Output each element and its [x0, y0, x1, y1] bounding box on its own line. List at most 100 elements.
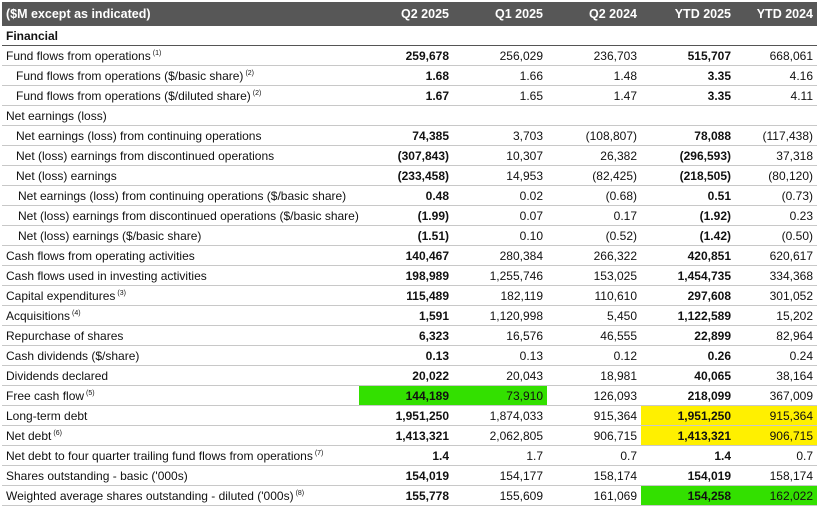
cell-q2-2024: 158,174 [547, 465, 641, 486]
row-label: Shares outstanding - basic ('000s) [2, 465, 359, 486]
cell-q2-2025: 259,678 [359, 45, 453, 66]
cell-q2-2025: 6,323 [359, 325, 453, 346]
cell-q1-2025: 1.7 [453, 445, 547, 466]
cell-ytd-2024: 0.24 [735, 345, 817, 366]
cell-ytd-2024: (0.50) [735, 225, 817, 246]
row-label: Net earnings (loss) [2, 105, 359, 126]
cell-ytd-2024: 915,364 [735, 405, 817, 426]
column-header-q1-2025: Q1 2025 [453, 2, 547, 26]
cell-q2-2025: 154,019 [359, 465, 453, 486]
cell-ytd-2024 [735, 105, 817, 126]
cell-q1-2025: 182,119 [453, 285, 547, 306]
cell-q1-2025: 256,029 [453, 45, 547, 66]
cell-q2-2024: 26,382 [547, 145, 641, 166]
row-label: Net earnings (loss) from continuing oper… [2, 185, 359, 206]
table-row: Fund flows from operations (1) 259,678 256,… [2, 45, 817, 66]
cell-q2-2024: (82,425) [547, 165, 641, 186]
cell-q2-2024: 18,981 [547, 365, 641, 386]
cell-ytd-2024: 37,318 [735, 145, 817, 166]
row-label-text: Acquisitions [6, 308, 71, 323]
cell-q1-2025: 0.13 [453, 345, 547, 366]
cell-ytd-2024: 158,174 [735, 465, 817, 486]
row-label: Net debt (6) [2, 425, 359, 446]
table-row: Shares outstanding - basic ('000s) 154,01… [2, 465, 817, 486]
table-row: Repurchase of shares 6,323 16,576 46,555 22,… [2, 325, 817, 346]
cell-q1-2025: 16,576 [453, 325, 547, 346]
cell-q2-2025: 0.48 [359, 185, 453, 206]
cell-q1-2025: 155,609 [453, 485, 547, 506]
column-header-ytd-2024: YTD 2024 [735, 2, 817, 26]
cell-ytd-2025: 218,099 [641, 385, 735, 406]
row-label: Cash dividends ($/share) [2, 345, 359, 366]
cell-ytd-2025: 515,707 [641, 45, 735, 66]
cell-q2-2025: (1.51) [359, 225, 453, 246]
cell-ytd-2025: 3.35 [641, 65, 735, 86]
cell-q2-2025: 140,467 [359, 245, 453, 266]
cell-q2-2025: 1,591 [359, 305, 453, 326]
column-header-q2-2025: Q2 2025 [359, 2, 453, 26]
footnote-marker: (2) [252, 89, 262, 97]
cell-q1-2025: 1.65 [453, 85, 547, 106]
cell-ytd-2025: (1.42) [641, 225, 735, 246]
cell-q2-2025: 1.4 [359, 445, 453, 466]
table-row: Net (loss) earnings (233,458) 14,953 (82,42… [2, 165, 817, 186]
cell-q2-2024: 915,364 [547, 405, 641, 426]
cell-q2-2024: 46,555 [547, 325, 641, 346]
row-label-text: Net earnings (loss) from continuing oper… [18, 188, 347, 203]
cell-q2-2024: (0.52) [547, 225, 641, 246]
row-label-text: Fund flows from operations ($/diluted sh… [16, 88, 251, 103]
row-label: Net earnings (loss) from continuing oper… [2, 125, 359, 146]
cell-q1-2025: 14,953 [453, 165, 547, 186]
cell-ytd-2024: 82,964 [735, 325, 817, 346]
row-label: Cash flows from operating activities [2, 245, 359, 266]
cell-ytd-2024: 0.23 [735, 205, 817, 226]
cell-q2-2024: 0.7 [547, 445, 641, 466]
cell-q2-2024: 161,069 [547, 485, 641, 506]
footnote-marker: (4) [72, 309, 81, 317]
table-row: Dividends declared 20,022 20,043 18,981 40,0… [2, 365, 817, 386]
row-label: Capital expenditures (3) [2, 285, 359, 306]
cell-q1-2025: 10,307 [453, 145, 547, 166]
cell-ytd-2025: 297,608 [641, 285, 735, 306]
cell-q2-2024: 266,322 [547, 245, 641, 266]
table-row: Net (loss) earnings from discontinued op… [2, 145, 817, 166]
cell-q1-2025 [453, 105, 547, 126]
row-label: Fund flows from operations ($/basic shar… [2, 65, 359, 86]
cell-ytd-2025: 154,019 [641, 465, 735, 486]
cell-q1-2025: 154,177 [453, 465, 547, 486]
cell-q2-2024: 153,025 [547, 265, 641, 286]
row-label-text: Fund flows from operations ($/basic shar… [16, 68, 244, 83]
cell-q1-2025: 1.66 [453, 65, 547, 86]
row-label-text: Cash flows from operating activities [6, 248, 195, 263]
cell-ytd-2025: 1.4 [641, 445, 735, 466]
row-label: Net debt to four quarter trailing fund f… [2, 445, 359, 466]
row-label-text: Cash dividends ($/share) [6, 348, 140, 363]
table-row: Capital expenditures (3) 115,489 182,119 110… [2, 285, 817, 306]
table-row: Cash flows from operating activities 140,… [2, 245, 817, 266]
table-row: Net debt to four quarter trailing fund f… [2, 445, 817, 466]
cell-q2-2025: 115,489 [359, 285, 453, 306]
row-label-text: Free cash flow [6, 388, 85, 403]
cell-ytd-2025: 0.26 [641, 345, 735, 366]
cell-ytd-2024: 15,202 [735, 305, 817, 326]
cell-ytd-2025: 420,851 [641, 245, 735, 266]
table-row: Net earnings (loss) [2, 105, 817, 126]
cell-q1-2025: 73,910 [453, 385, 547, 406]
table-row: Cash flows used in investing activities 1… [2, 265, 817, 286]
cell-q1-2025: 280,384 [453, 245, 547, 266]
cell-ytd-2025: 1,122,589 [641, 305, 735, 326]
section-row: Financial [2, 26, 817, 46]
row-label: Repurchase of shares [2, 325, 359, 346]
cell-ytd-2025: (218,505) [641, 165, 735, 186]
footnote-marker: (8) [295, 489, 305, 497]
cell-ytd-2024: (80,120) [735, 165, 817, 186]
cell-q2-2024: 1.47 [547, 85, 641, 106]
row-label: Net (loss) earnings from discontinued op… [2, 145, 359, 166]
table-body: Financial Fund flows from operations (1) 2… [2, 26, 817, 506]
row-label-text: Long-term debt [6, 408, 88, 423]
cell-ytd-2024: 38,164 [735, 365, 817, 386]
cell-q2-2024: 110,610 [547, 285, 641, 306]
cell-q2-2025: 74,385 [359, 125, 453, 146]
cell-q2-2024: 236,703 [547, 45, 641, 66]
